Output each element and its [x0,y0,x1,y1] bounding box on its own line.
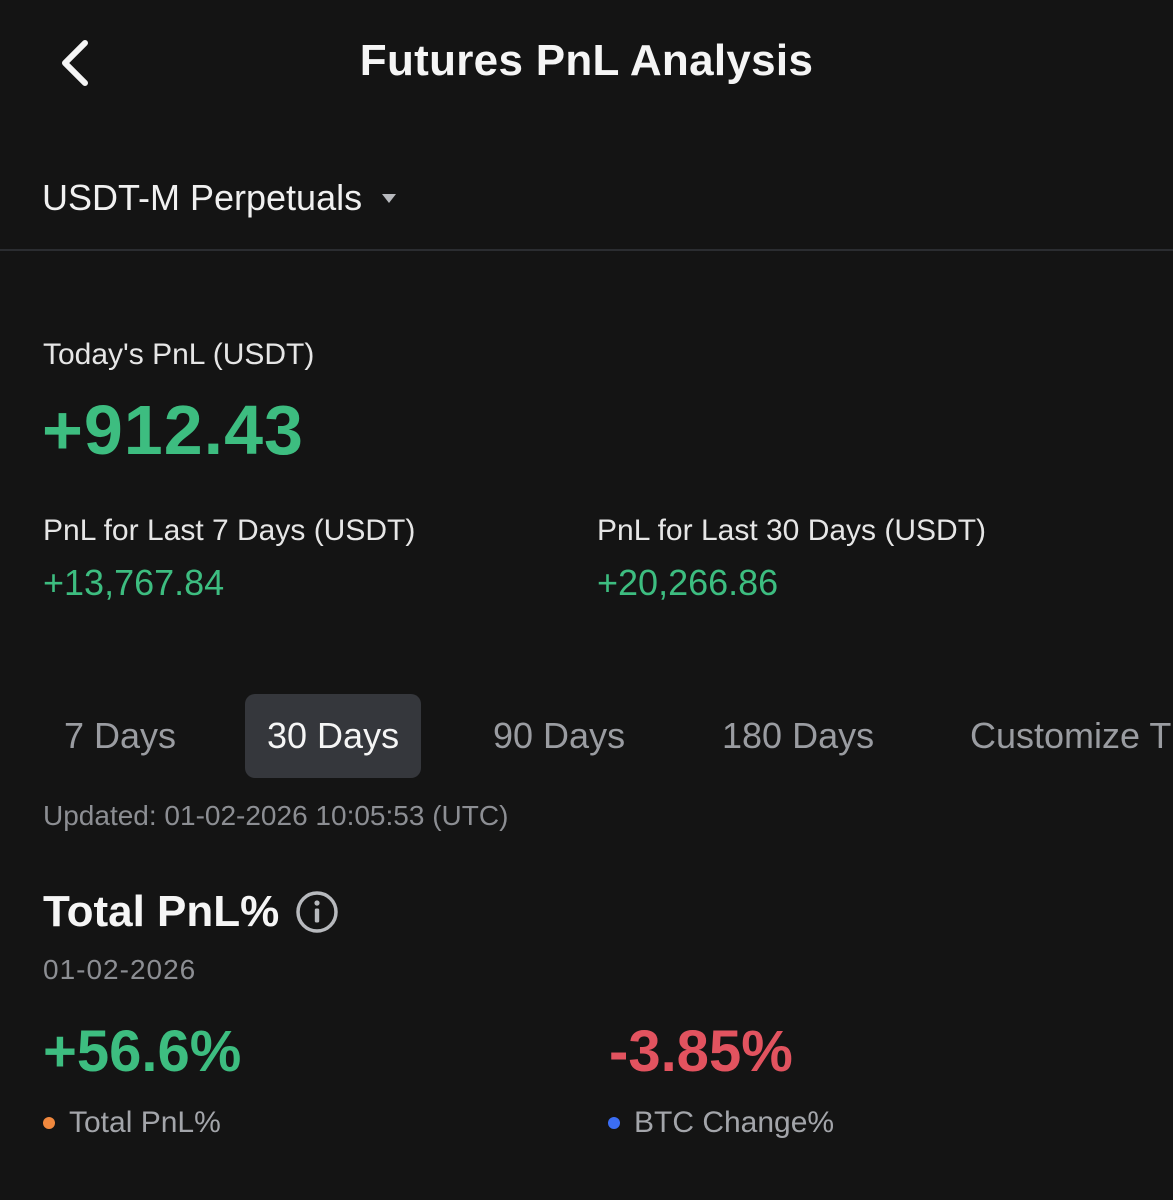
metric-label: PnL for Last 7 Days (USDT) [43,514,416,547]
total-pnl-value: +56.6% [43,1019,242,1084]
product-selector[interactable]: USDT-M Perpetuals [42,172,397,224]
legend-total-pnl: Total PnL% [43,1106,221,1140]
legend-dot-icon [43,1117,55,1129]
legend-label: BTC Change% [634,1106,835,1139]
page-title: Futures PnL Analysis [359,36,814,85]
today-pnl-value: +912.43 [42,391,304,469]
product-selector-label: USDT-M Perpetuals [42,177,363,218]
legend-btc-change: BTC Change% [608,1106,834,1140]
metric-value: +20,266.86 [597,562,779,603]
metric-30-days: PnL for Last 30 Days (USDT) +20,266.86 [597,514,986,604]
today-pnl-label: Today's PnL (USDT) [43,338,315,371]
tab-90-days[interactable]: 90 Days [493,715,626,756]
tab-customize[interactable]: Customize T [970,715,1172,756]
btc-change-value: -3.85% [609,1019,793,1084]
period-tabs: 7 Days 30 Days 90 Days 180 Days Customiz… [0,694,1173,780]
divider [0,249,1173,251]
header: Futures PnL Analysis [0,0,1173,128]
metric-value: +13,767.84 [43,562,225,603]
updated-timestamp: Updated: 01-02-2026 10:05:53 (UTC) [43,800,509,831]
tab-7-days[interactable]: 7 Days [64,715,177,756]
caret-down-icon [382,193,397,203]
info-icon[interactable] [295,890,339,934]
metric-label: PnL for Last 30 Days (USDT) [597,514,987,547]
total-pnl-date: 01-02-2026 [43,954,197,985]
legend-dot-icon [608,1117,620,1129]
back-button[interactable] [44,30,104,96]
tab-180-days[interactable]: 180 Days [722,715,875,756]
chevron-left-icon [62,40,88,86]
total-pnl-title-text: Total PnL% [43,887,280,936]
legend-label: Total PnL% [69,1106,221,1139]
metric-7-days: PnL for Last 7 Days (USDT) +13,767.84 [43,514,415,604]
total-pnl-title: Total PnL% [43,884,339,940]
tab-30-days[interactable]: 30 Days [245,694,422,778]
